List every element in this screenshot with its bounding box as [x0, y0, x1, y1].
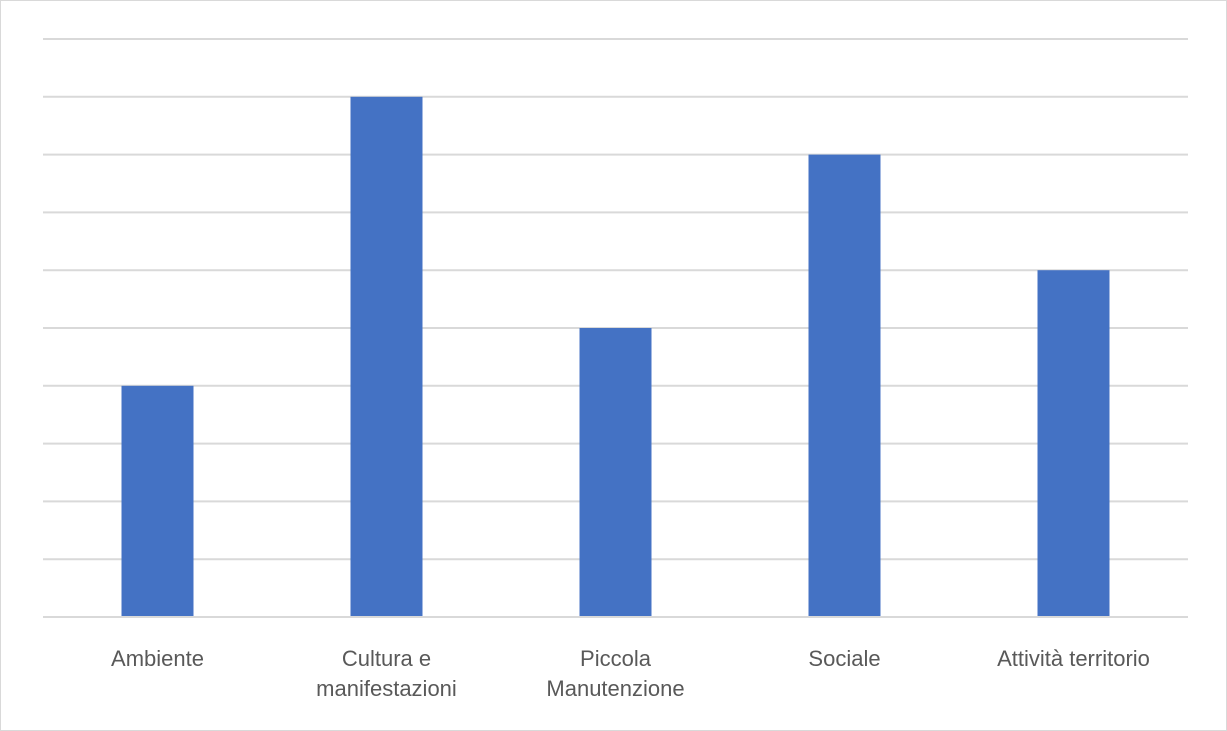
category-label-4: Sociale [808, 646, 880, 671]
category-labels: Ambiente Cultura e manifestazioni Piccola Ma… [111, 646, 1150, 701]
bar-4 [808, 154, 881, 617]
category-label-3: Piccola Manutenzione [546, 646, 684, 701]
category-label-2: Cultura e manifestazioni [316, 646, 457, 701]
category-label-1: Ambiente [111, 646, 204, 671]
category-label-5: Attività territorio [997, 646, 1150, 671]
bar-5 [1037, 270, 1110, 617]
bar-3 [579, 328, 652, 617]
bar-2 [350, 96, 423, 618]
bar-1 [121, 385, 194, 617]
bars [121, 96, 1110, 618]
